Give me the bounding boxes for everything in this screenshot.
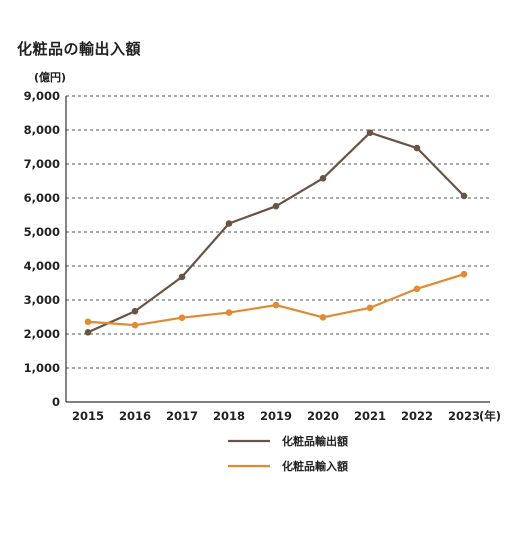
- data-point: [319, 174, 327, 182]
- x-tick-label: 2021: [354, 409, 386, 423]
- series-lines: [84, 129, 468, 336]
- x-tick-label: 2015: [72, 409, 104, 423]
- data-point: [225, 220, 233, 227]
- data-point: [366, 304, 374, 312]
- y-tick-label: 6,000: [24, 191, 60, 205]
- data-point: [460, 270, 468, 278]
- data-point: [225, 309, 233, 316]
- data-point: [272, 301, 280, 309]
- legend-label: 化粧品輸入額: [282, 459, 348, 473]
- x-tick-label: 2017: [166, 409, 198, 423]
- data-point: [84, 329, 92, 336]
- data-point: [319, 314, 327, 321]
- legend-label: 化粧品輸出額: [282, 434, 348, 448]
- data-point: [178, 314, 186, 321]
- y-tick-label: 7,000: [24, 157, 60, 171]
- y-tick-label: 9,000: [24, 89, 60, 103]
- x-tick-label: 2019: [260, 409, 292, 423]
- chart-title: 化粧品の輸出入額: [17, 40, 142, 58]
- y-tick-label: 2,000: [24, 327, 60, 341]
- x-tick-label: 2016: [119, 409, 151, 423]
- y-axis-unit-label: (億円): [34, 70, 66, 84]
- y-tick-label: 3,000: [24, 293, 60, 307]
- data-point: [131, 321, 139, 329]
- y-tick-label: 5,000: [24, 225, 60, 239]
- legend-item: 化粧品輸出額: [228, 434, 348, 448]
- data-point: [460, 192, 468, 200]
- axes: [65, 96, 490, 403]
- data-point: [272, 202, 280, 210]
- series-export: [84, 129, 468, 336]
- x-tick-label: 2020: [307, 409, 339, 423]
- y-tick-label: 1,000: [24, 361, 60, 375]
- data-point: [84, 318, 92, 326]
- data-point: [413, 285, 421, 293]
- data-point: [178, 273, 186, 281]
- x-tick-label: 2018: [213, 409, 245, 423]
- y-tick-label: 8,000: [24, 123, 60, 137]
- y-tick-labels: 0 1,000 2,000 3,000 4,000 5,000 6,000 7,000 8,00…: [24, 70, 66, 409]
- series-import: [84, 270, 468, 329]
- data-point: [131, 307, 139, 315]
- data-point: [366, 129, 374, 137]
- x-tick-label: 2023: [448, 409, 480, 423]
- x-axis-unit-label: (年): [479, 409, 501, 423]
- x-tick-label: 2022: [401, 409, 433, 423]
- x-tick-labels: 2015 2016 2017 2018 2019 2020 2021 2022 2023(年): [72, 409, 501, 423]
- legend-item: 化粧品輸入額: [228, 459, 348, 473]
- y-tick-label: 4,000: [24, 259, 60, 273]
- data-point: [413, 144, 421, 152]
- y-tick-label: 0: [52, 395, 60, 409]
- grid-lines: [66, 95, 490, 369]
